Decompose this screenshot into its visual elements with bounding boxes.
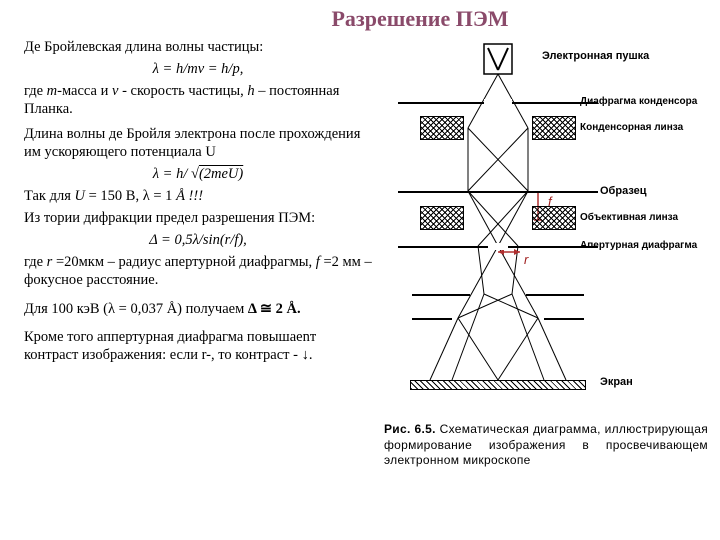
- figure-caption: Рис. 6.5. Схематическая диаграмма, иллюс…: [380, 416, 720, 469]
- label-cond-diaph: Диафрагма конденсора: [580, 96, 697, 107]
- text-column: Де Бройлевская длина волны частицы: λ = …: [0, 34, 380, 469]
- txt: λ = h/ √: [153, 166, 199, 182]
- txt: - скорость частицы,: [118, 83, 247, 99]
- main-container: Де Бройлевская длина волны частицы: λ = …: [0, 34, 720, 469]
- line-proj1: [412, 294, 470, 296]
- diagram-column: Электронная пушка Диафрагма конденсора К…: [380, 34, 720, 469]
- line-proj2: [412, 318, 452, 320]
- txt: -масса и: [57, 83, 112, 99]
- obj-lens-left: [420, 206, 464, 230]
- var-m: m: [47, 83, 57, 99]
- diffraction-limit: Из тории дифракции предел разрешения ПЭМ…: [24, 209, 372, 227]
- formula-delta: Δ = 0,5λ/sin(r/f),: [24, 231, 372, 249]
- example-150v: Так для U = 150 В, λ = 1 Å !!!: [24, 187, 372, 205]
- where-rf: где r =20мкм – радиус апертурной диафраг…: [24, 253, 372, 289]
- formula-lambda-u: λ = h/ √(2meU): [24, 165, 372, 183]
- caption-num: Рис. 6.5.: [384, 422, 436, 436]
- tem-diagram: Электронная пушка Диафрагма конденсора К…: [380, 36, 700, 416]
- line-proj1r: [526, 294, 584, 296]
- angstrom: Å !!!: [176, 188, 203, 204]
- txt: где: [24, 83, 47, 99]
- result-100kev: Для 100 кэВ (λ = 0,037 Å) получаем Δ ≅ 2…: [24, 300, 372, 318]
- delta-result: Δ ≅ 2 Å.: [248, 301, 301, 317]
- obj-lens-right: [532, 206, 576, 230]
- label-screen: Экран: [600, 376, 633, 388]
- where-line: где m-масса и v - скорость частицы, h – …: [24, 82, 372, 118]
- page-title: Разрешение ПЭМ: [0, 0, 720, 34]
- label-cond-lens: Конденсорная линза: [580, 122, 683, 133]
- txt: Так для: [24, 188, 75, 204]
- label-gun: Электронная пушка: [542, 50, 649, 62]
- label-obj-lens: Объективная линза: [580, 212, 678, 223]
- cond-lens-left: [420, 116, 464, 140]
- var-U: U: [75, 188, 85, 204]
- label-apert-diaph: Апертурная диафрагма: [580, 240, 697, 251]
- intro-line: Де Бройлевская длина волны частицы:: [24, 38, 372, 56]
- line-sample: [398, 191, 598, 193]
- gap: [484, 99, 512, 106]
- txt: = 150 В, λ = 1: [85, 188, 176, 204]
- label-sample: Образец: [600, 185, 647, 197]
- line-proj2r: [544, 318, 584, 320]
- gap: [488, 243, 508, 250]
- txt: Кроме того аппертурная диафрагма повышае…: [24, 329, 316, 363]
- label-f: f: [548, 194, 552, 209]
- txt: =20мкм – радиус апертурной диафрагмы,: [56, 254, 316, 270]
- screen-box: [410, 380, 586, 390]
- sqrt-body: (2meU): [199, 166, 243, 182]
- var-r: r: [47, 254, 56, 270]
- var-h: h: [247, 83, 254, 99]
- txt: где: [24, 254, 47, 270]
- label-r: r: [524, 252, 528, 267]
- after-potential: Длина волны де Бройля электрона после пр…: [24, 125, 372, 161]
- formula-debroglie: λ = h/mv = h/p,: [24, 60, 372, 78]
- contrast-note: Кроме того аппертурная диафрагма повышае…: [24, 328, 372, 364]
- txt: Для 100 кэВ (λ = 0,037 Å) получаем: [24, 301, 248, 317]
- cond-lens-right: [532, 116, 576, 140]
